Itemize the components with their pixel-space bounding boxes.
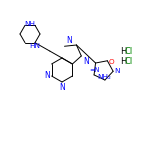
Text: =N: =N	[89, 67, 99, 73]
Text: N: N	[44, 71, 50, 81]
Text: Cl: Cl	[124, 57, 133, 66]
Text: N: N	[114, 68, 120, 74]
Text: N: N	[59, 83, 65, 93]
Text: N: N	[66, 36, 72, 45]
Text: H: H	[120, 57, 126, 66]
Text: HN: HN	[29, 43, 40, 50]
Text: NH: NH	[24, 21, 36, 27]
Text: Cl: Cl	[124, 47, 133, 57]
Text: O: O	[108, 59, 114, 65]
Text: H: H	[120, 47, 126, 57]
Text: NH₂: NH₂	[97, 74, 111, 79]
Text: N: N	[83, 57, 89, 66]
